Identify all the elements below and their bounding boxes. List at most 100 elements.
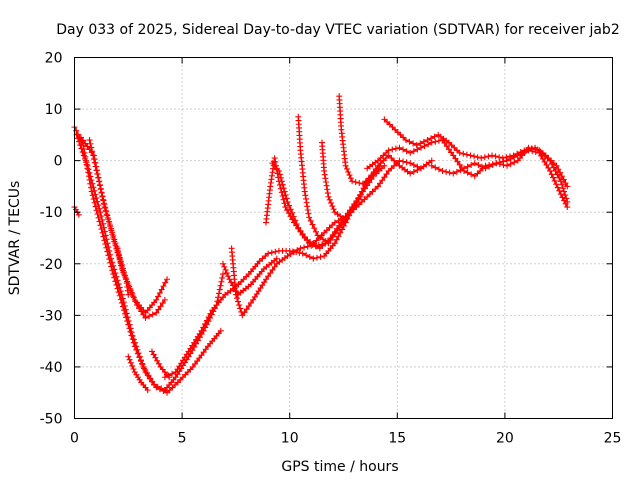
x-tick-label: 0 bbox=[70, 431, 79, 447]
data-point bbox=[117, 259, 124, 266]
data-point bbox=[557, 191, 564, 198]
data-point bbox=[467, 152, 474, 159]
data-point bbox=[85, 166, 92, 173]
data-point bbox=[108, 255, 115, 262]
data-point bbox=[439, 137, 446, 144]
data-point bbox=[328, 199, 335, 206]
data-point bbox=[155, 306, 162, 313]
data-point bbox=[521, 149, 528, 156]
data-point bbox=[98, 189, 105, 196]
data-point bbox=[413, 142, 420, 149]
data-point bbox=[104, 212, 111, 219]
data-point bbox=[554, 184, 561, 191]
data-point bbox=[155, 360, 162, 367]
data-point bbox=[335, 233, 342, 240]
series-arc-15 bbox=[318, 139, 349, 223]
data-point bbox=[403, 159, 410, 166]
data-point bbox=[114, 277, 121, 284]
data-point bbox=[428, 157, 435, 164]
data-point bbox=[89, 180, 96, 187]
data-point bbox=[263, 276, 270, 283]
data-point bbox=[203, 317, 210, 324]
data-point bbox=[153, 296, 160, 303]
data-point bbox=[439, 167, 446, 174]
data-point bbox=[311, 225, 318, 232]
data-point bbox=[83, 159, 90, 166]
series-arc-2 bbox=[73, 131, 226, 394]
data-point bbox=[468, 161, 475, 168]
data-point bbox=[407, 160, 414, 167]
data-point bbox=[485, 153, 492, 160]
data-point bbox=[400, 158, 407, 165]
data-point bbox=[307, 217, 314, 224]
data-point bbox=[343, 165, 350, 172]
data-point bbox=[142, 314, 149, 321]
data-point bbox=[104, 240, 111, 247]
data-series bbox=[71, 93, 571, 396]
data-point bbox=[130, 293, 137, 300]
data-point bbox=[383, 171, 390, 178]
data-point bbox=[507, 161, 514, 168]
data-point bbox=[95, 174, 102, 181]
data-point bbox=[124, 314, 131, 321]
data-point bbox=[96, 205, 103, 212]
data-point bbox=[425, 141, 432, 148]
data-point bbox=[262, 253, 269, 260]
data-point bbox=[217, 327, 224, 334]
chart-title: Day 033 of 2025, Sidereal Day-to-day VTE… bbox=[56, 22, 619, 38]
data-point bbox=[383, 149, 390, 156]
data-point bbox=[338, 221, 345, 228]
data-point bbox=[92, 163, 99, 170]
data-point bbox=[142, 366, 149, 373]
data-point bbox=[106, 219, 113, 226]
data-point bbox=[562, 179, 569, 186]
data-point bbox=[326, 224, 333, 231]
data-point bbox=[107, 251, 114, 258]
data-point bbox=[86, 169, 93, 176]
data-point bbox=[82, 155, 89, 162]
data-point bbox=[299, 250, 306, 257]
data-point bbox=[443, 143, 450, 150]
data-point bbox=[424, 137, 431, 144]
data-point bbox=[385, 167, 392, 174]
data-point bbox=[324, 186, 331, 193]
data-point bbox=[536, 149, 543, 156]
data-point bbox=[271, 263, 278, 270]
data-point bbox=[414, 163, 421, 170]
data-point bbox=[297, 228, 304, 235]
data-point bbox=[464, 163, 471, 170]
data-point bbox=[240, 276, 247, 283]
data-point bbox=[111, 266, 118, 273]
data-point bbox=[377, 180, 384, 187]
data-point bbox=[342, 216, 349, 223]
data-point bbox=[147, 375, 154, 382]
data-point bbox=[78, 145, 85, 152]
data-point bbox=[139, 360, 146, 367]
data-point bbox=[496, 159, 503, 166]
data-point bbox=[120, 269, 127, 276]
data-point bbox=[287, 213, 294, 220]
data-point bbox=[377, 155, 384, 162]
series-arc-16 bbox=[336, 93, 384, 187]
data-point bbox=[228, 279, 235, 286]
data-point bbox=[301, 244, 308, 251]
data-point bbox=[90, 155, 97, 162]
data-point bbox=[160, 283, 167, 290]
data-point bbox=[97, 186, 104, 193]
data-point bbox=[477, 167, 484, 174]
data-point bbox=[125, 317, 132, 324]
data-point bbox=[448, 149, 455, 156]
x-tick-label: 25 bbox=[604, 431, 622, 447]
data-point bbox=[514, 152, 521, 159]
data-point bbox=[265, 273, 272, 280]
data-point bbox=[237, 305, 244, 312]
x-axis-title: GPS time / hours bbox=[281, 459, 398, 475]
data-point bbox=[400, 134, 407, 141]
data-point bbox=[221, 263, 228, 270]
data-point bbox=[391, 162, 398, 169]
data-point bbox=[507, 155, 514, 162]
data-point bbox=[72, 206, 79, 213]
data-point bbox=[474, 154, 481, 161]
data-point bbox=[305, 210, 312, 217]
series-arc-14 bbox=[295, 113, 332, 247]
